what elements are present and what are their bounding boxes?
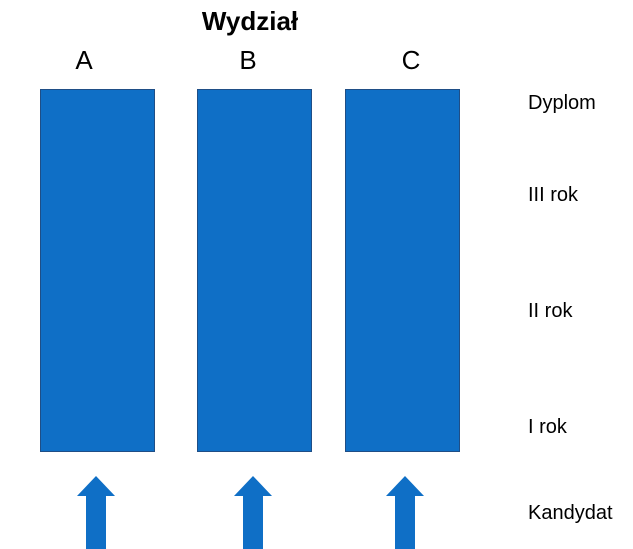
faculty-column-b: [197, 89, 312, 452]
level-label-dyplom: Dyplom: [528, 92, 596, 114]
column-label-b: B: [239, 45, 257, 75]
up-arrow-icon: [234, 476, 272, 549]
faculty-column-c: [345, 89, 460, 452]
up-arrow-icon: [386, 476, 424, 549]
up-arrow-icon: [77, 476, 115, 549]
entry-label-kandydat: Kandydat: [528, 502, 613, 524]
up-arrow-shape: [386, 476, 424, 549]
diagram-title: Wydział: [201, 6, 299, 36]
faculty-column-a: [40, 89, 155, 452]
up-arrow-shape: [234, 476, 272, 549]
level-label-ii-rok: II rok: [528, 300, 573, 322]
level-label-i-rok: I rok: [528, 416, 567, 438]
column-label-a: A: [75, 45, 93, 75]
column-label-c: C: [401, 45, 421, 75]
up-arrow-shape: [77, 476, 115, 549]
level-label-iii-rok: III rok: [528, 184, 579, 206]
